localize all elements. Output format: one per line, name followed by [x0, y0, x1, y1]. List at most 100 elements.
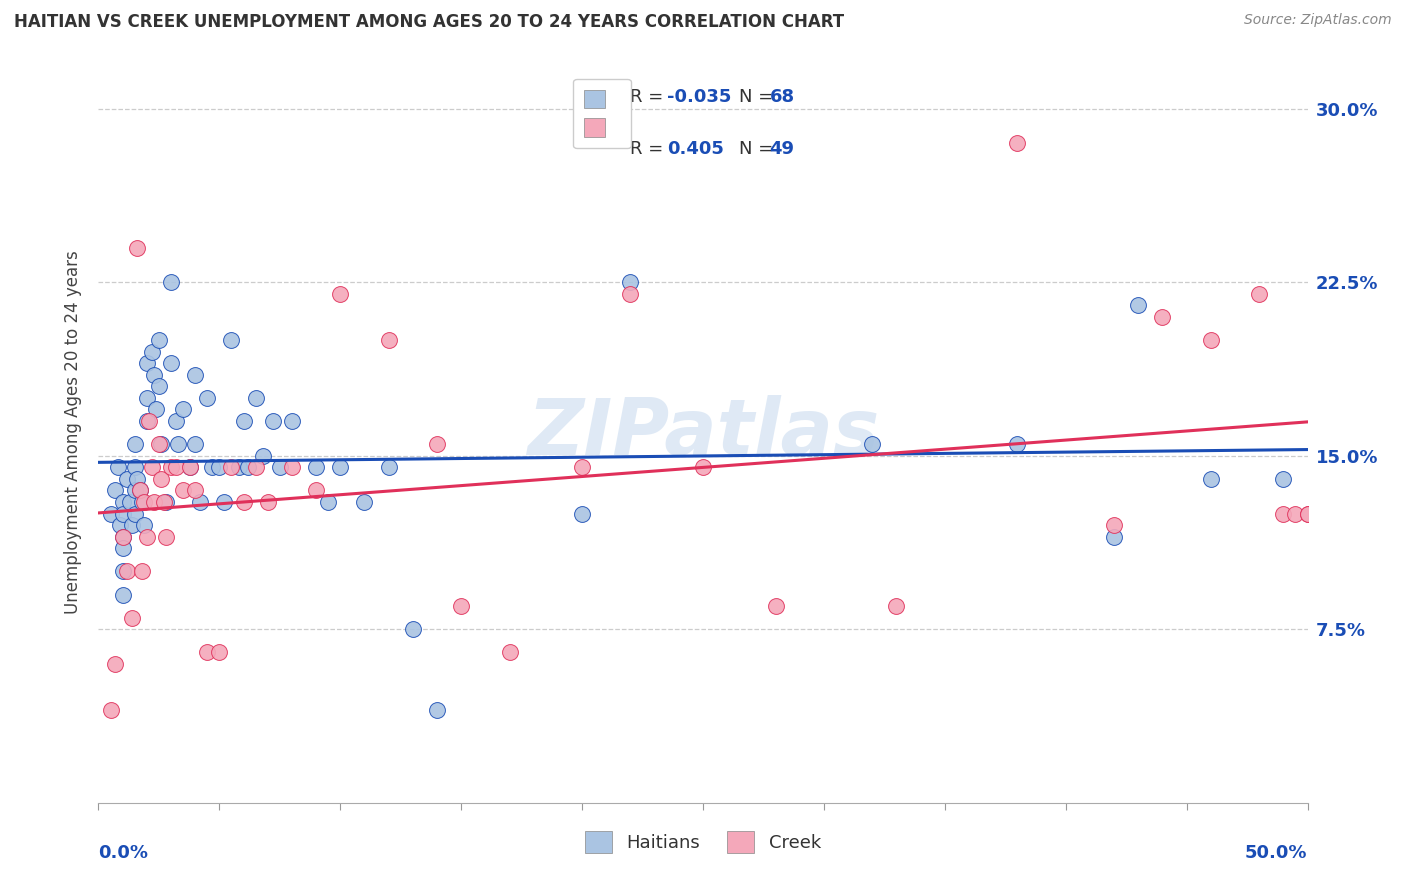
- Point: [179, 460, 201, 475]
- Point: [121, 518, 143, 533]
- Point: [127, 472, 149, 486]
- Text: 68: 68: [769, 88, 794, 106]
- Point: [135, 530, 157, 544]
- Point: [165, 460, 187, 475]
- Point: [692, 460, 714, 475]
- Point: [208, 460, 231, 475]
- Text: 50.0%: 50.0%: [1246, 844, 1308, 862]
- Point: [245, 460, 267, 475]
- Point: [221, 460, 243, 475]
- Point: [135, 414, 157, 428]
- Point: [221, 333, 243, 347]
- Point: [135, 356, 157, 370]
- Point: [124, 483, 146, 498]
- Point: [256, 495, 278, 509]
- Point: [208, 645, 231, 659]
- Point: [145, 402, 167, 417]
- Point: [117, 565, 139, 579]
- Point: [134, 495, 156, 509]
- Point: [195, 391, 218, 405]
- Point: [172, 483, 194, 498]
- Point: [201, 460, 224, 475]
- Point: [148, 333, 170, 347]
- Point: [1284, 507, 1306, 521]
- Point: [765, 599, 787, 614]
- Point: [232, 414, 254, 428]
- Point: [160, 460, 183, 475]
- Point: [111, 541, 134, 556]
- Point: [860, 437, 883, 451]
- Point: [1102, 518, 1125, 533]
- Point: [121, 610, 143, 624]
- Point: [329, 460, 352, 475]
- Point: [886, 599, 908, 614]
- Point: [619, 275, 641, 289]
- Point: [1128, 298, 1150, 312]
- Text: 0.0%: 0.0%: [98, 844, 149, 862]
- Point: [128, 483, 150, 498]
- Point: [104, 483, 127, 498]
- Point: [134, 518, 156, 533]
- Y-axis label: Unemployment Among Ages 20 to 24 years: Unemployment Among Ages 20 to 24 years: [65, 251, 83, 615]
- Point: [619, 286, 641, 301]
- Text: N =: N =: [740, 88, 779, 106]
- Point: [160, 356, 183, 370]
- Point: [1296, 507, 1319, 521]
- Point: [131, 495, 153, 509]
- Point: [184, 483, 207, 498]
- Point: [148, 437, 170, 451]
- Point: [1007, 136, 1029, 151]
- Point: [152, 495, 174, 509]
- Point: [195, 645, 218, 659]
- Point: [245, 391, 267, 405]
- Point: [111, 495, 134, 509]
- Point: [179, 460, 201, 475]
- Point: [184, 368, 207, 382]
- Point: [402, 622, 425, 636]
- Legend: Haitians, Creek: Haitians, Creek: [578, 824, 828, 861]
- Point: [571, 460, 593, 475]
- Point: [160, 275, 183, 289]
- Text: R =: R =: [630, 88, 669, 106]
- Point: [111, 588, 134, 602]
- Point: [377, 460, 399, 475]
- Point: [269, 460, 291, 475]
- Point: [135, 391, 157, 405]
- Point: [111, 530, 134, 544]
- Point: [281, 460, 304, 475]
- Point: [117, 472, 139, 486]
- Text: 0.405: 0.405: [666, 140, 724, 158]
- Point: [228, 460, 250, 475]
- Point: [118, 495, 141, 509]
- Point: [571, 507, 593, 521]
- Point: [127, 240, 149, 255]
- Text: ZIPatlas: ZIPatlas: [527, 394, 879, 471]
- Point: [111, 507, 134, 521]
- Text: -0.035: -0.035: [666, 88, 731, 106]
- Point: [329, 286, 352, 301]
- Point: [1249, 286, 1271, 301]
- Point: [305, 460, 328, 475]
- Point: [124, 437, 146, 451]
- Point: [141, 460, 163, 475]
- Point: [281, 414, 304, 428]
- Point: [353, 495, 375, 509]
- Point: [184, 437, 207, 451]
- Point: [138, 414, 160, 428]
- Point: [143, 368, 166, 382]
- Point: [150, 437, 173, 451]
- Point: [305, 483, 328, 498]
- Point: [316, 495, 339, 509]
- Text: R =: R =: [630, 140, 669, 158]
- Point: [111, 565, 134, 579]
- Point: [238, 460, 260, 475]
- Point: [100, 507, 122, 521]
- Point: [167, 437, 190, 451]
- Point: [1007, 437, 1029, 451]
- Point: [107, 460, 129, 475]
- Text: HAITIAN VS CREEK UNEMPLOYMENT AMONG AGES 20 TO 24 YEARS CORRELATION CHART: HAITIAN VS CREEK UNEMPLOYMENT AMONG AGES…: [14, 13, 844, 31]
- Point: [1199, 333, 1222, 347]
- Point: [148, 379, 170, 393]
- Point: [155, 530, 177, 544]
- Point: [1152, 310, 1174, 324]
